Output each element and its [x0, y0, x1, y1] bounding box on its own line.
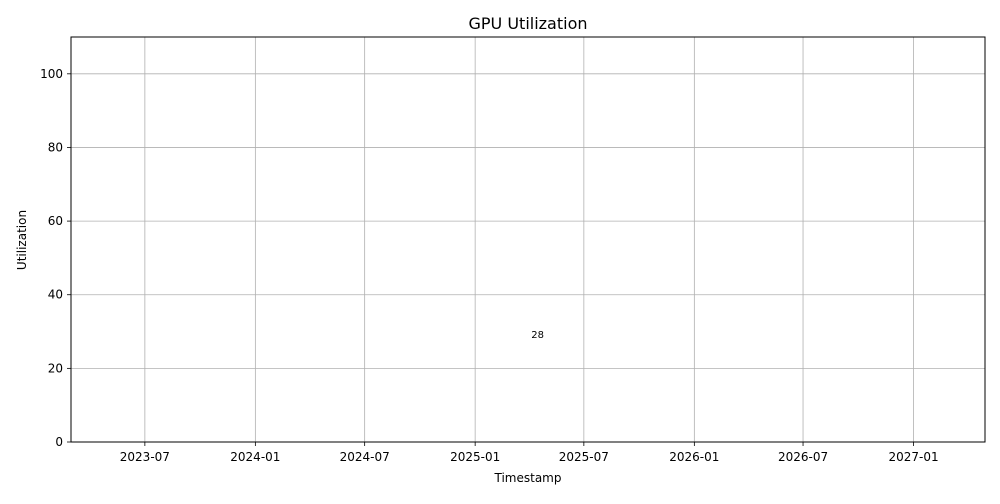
x-tick-label: 2025-07 [559, 450, 609, 464]
x-tick-label: 2027-01 [888, 450, 938, 464]
y-tick-label: 100 [40, 67, 63, 81]
plot-frame [70, 36, 986, 443]
x-axis-label: Timestamp [494, 471, 562, 485]
x-tick-label: 2025-01 [450, 450, 500, 464]
grid-layer [71, 37, 985, 443]
y-tick-label: 40 [48, 288, 63, 302]
x-tick-label: 2026-01 [669, 450, 719, 464]
y-tick-label: 60 [48, 214, 63, 228]
y-axis-label: Utilization [15, 210, 29, 270]
x-tick-label: 2023-07 [120, 450, 170, 464]
x-tick-label: 2024-01 [230, 450, 280, 464]
y-tick-label: 0 [55, 435, 63, 449]
x-tick-label: 2024-07 [340, 450, 390, 464]
x-tick-label: 2026-07 [778, 450, 828, 464]
data-layer: 28 [531, 330, 544, 341]
chart-title: GPU Utilization [468, 14, 587, 33]
tick-layer: 2023-07 2024-01 2024-07 2025-01 2025-07 2026-… [40, 67, 939, 464]
y-tick-label: 80 [48, 140, 63, 154]
data-value-label: 28 [531, 330, 544, 341]
y-tick-label: 20 [48, 361, 63, 375]
